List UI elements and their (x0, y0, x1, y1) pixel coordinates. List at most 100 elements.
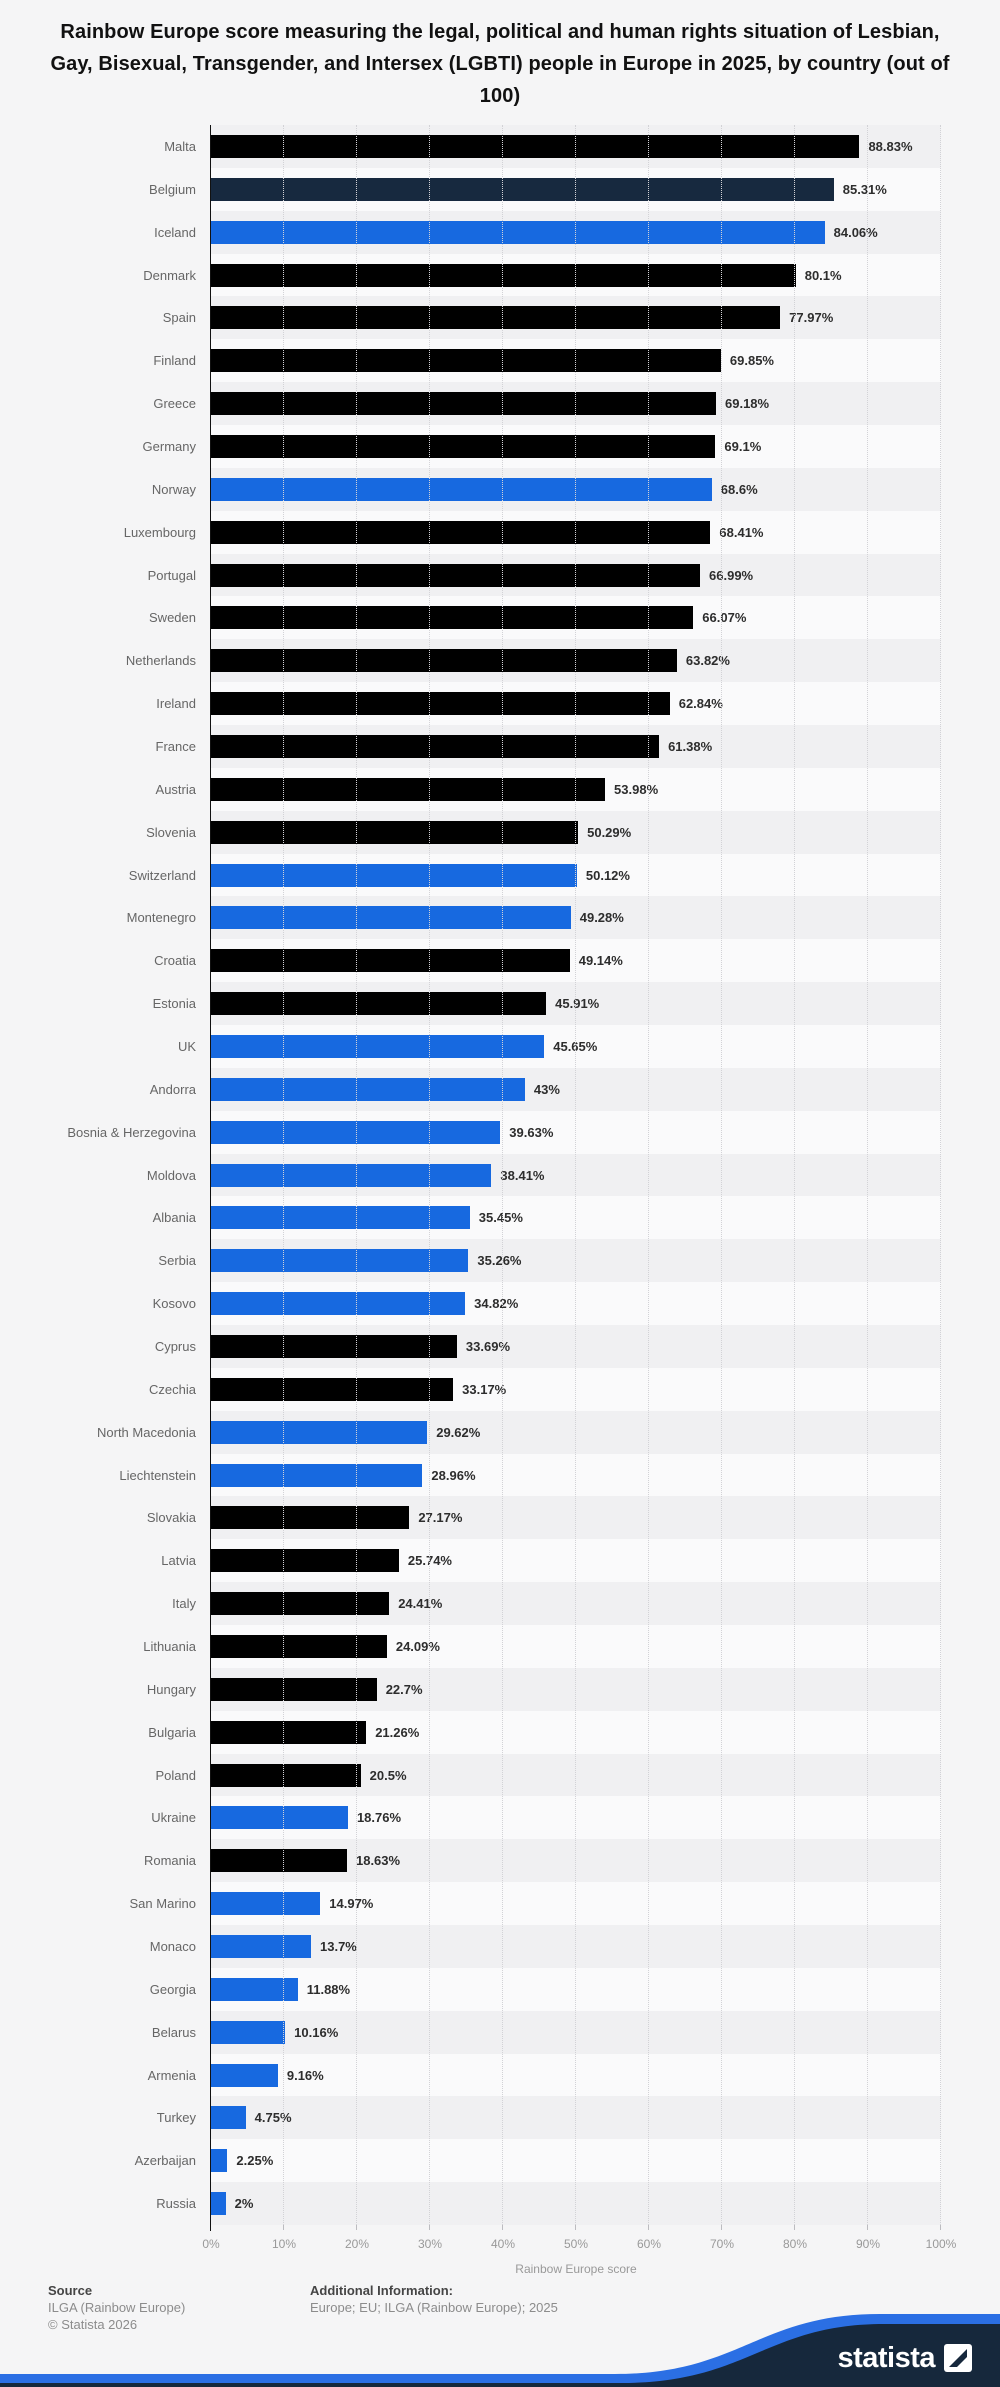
bar-russia[interactable] (211, 2192, 226, 2216)
bar-austria[interactable] (211, 777, 606, 801)
bar-luxembourg[interactable] (211, 520, 711, 544)
value-label: 18.63% (355, 1853, 401, 1869)
value-label: 50.12% (585, 867, 630, 883)
bar-spain[interactable] (211, 306, 781, 330)
bar-ireland[interactable] (211, 692, 670, 716)
value-label: 43% (533, 1081, 560, 1097)
additional-info-text: Europe; EU; ILGA (Rainbow Europe); 2025 (310, 2300, 558, 2315)
bar-san-marino[interactable] (211, 1892, 321, 1916)
country-label: Belarus (151, 2024, 196, 2040)
row-stripe (211, 2139, 941, 2183)
value-label: 68.41% (719, 524, 764, 540)
bar-andorra[interactable] (211, 1077, 525, 1101)
bar-serbia[interactable] (211, 1249, 469, 1273)
value-label: 2% (234, 2196, 254, 2212)
bar-georgia[interactable] (211, 1977, 298, 2001)
bar-azerbaijan[interactable] (211, 2149, 228, 2173)
bar-sweden[interactable] (211, 606, 694, 630)
x-axis-tick (429, 2225, 430, 2230)
value-label: 22.7% (385, 1681, 423, 1697)
bar-kosovo[interactable] (211, 1292, 466, 1316)
value-label: 4.75% (254, 2110, 292, 2126)
bar-switzerland[interactable] (211, 863, 577, 887)
country-label: Netherlands (125, 653, 196, 669)
bar-iceland[interactable] (211, 220, 825, 244)
x-axis-tick (794, 2225, 795, 2230)
row-stripe (211, 2096, 941, 2140)
bar-estonia[interactable] (211, 992, 547, 1016)
bar-finland[interactable] (211, 349, 721, 373)
bar-poland[interactable] (211, 1763, 361, 1787)
bar-armenia[interactable] (211, 2063, 278, 2087)
country-label: UK (177, 1039, 196, 1054)
value-label: 88.83% (868, 138, 913, 154)
value-label: 50.29% (587, 824, 632, 840)
country-label: Sweden (149, 610, 196, 626)
bar-belgium[interactable] (211, 177, 834, 201)
bar-czechia[interactable] (211, 1377, 454, 1401)
bar-croatia[interactable] (211, 949, 570, 973)
bar-france[interactable] (211, 734, 660, 758)
bar-germany[interactable] (211, 434, 716, 458)
row-stripe (211, 2010, 941, 2054)
bar-north-macedonia[interactable] (211, 1420, 428, 1444)
bar-belarus[interactable] (211, 2020, 286, 2044)
bar-latvia[interactable] (211, 1549, 399, 1573)
country-label: Iceland (154, 224, 196, 240)
country-label: Slovenia (146, 824, 196, 840)
bar-norway[interactable] (211, 477, 712, 501)
bar-malta[interactable] (211, 134, 860, 158)
bar-cyprus[interactable] (211, 1334, 457, 1358)
bar-hungary[interactable] (211, 1677, 377, 1701)
country-label: Andorra (149, 1081, 196, 1097)
country-label: Azerbaijan (134, 2153, 196, 2169)
country-label: Germany (142, 439, 196, 454)
gridline (429, 125, 430, 2225)
bar-greece[interactable] (211, 392, 716, 416)
value-label: 84.06% (833, 224, 878, 240)
bar-italy[interactable] (211, 1592, 390, 1616)
bar-lithuania[interactable] (211, 1634, 387, 1658)
country-label: Czechia (149, 1381, 196, 1397)
bar-slovenia[interactable] (211, 820, 579, 844)
value-label: 2.25% (236, 2153, 274, 2169)
bar-turkey[interactable] (211, 2106, 246, 2130)
country-label: Bosnia & Herzegovina (67, 1124, 196, 1140)
x-axis-tick (502, 2225, 503, 2230)
bar-denmark[interactable] (211, 263, 796, 287)
country-label: Georgia (149, 1981, 196, 1997)
bar-romania[interactable] (211, 1849, 347, 1873)
bar-liechtenstein[interactable] (211, 1463, 423, 1487)
bar-monaco[interactable] (211, 1934, 311, 1958)
bar-slovakia[interactable] (211, 1506, 410, 1530)
bar-bulgaria[interactable] (211, 1720, 367, 1744)
statista-logo-mark-icon (944, 2344, 972, 2372)
x-axis-tick (648, 2225, 649, 2230)
x-axis-tick (283, 2225, 284, 2230)
gridline (502, 125, 503, 2225)
country-label: Liechtenstein (119, 1467, 196, 1483)
x-tick-label: 20% (344, 2237, 370, 2251)
value-label: 24.41% (398, 1596, 443, 1612)
value-label: 28.96% (431, 1467, 476, 1483)
value-label: 33.69% (465, 1338, 511, 1354)
bar-uk[interactable] (211, 1034, 545, 1058)
bar-netherlands[interactable] (211, 649, 677, 673)
country-label: Albania (152, 1210, 196, 1226)
country-label: Greece (153, 396, 196, 412)
bar-montenegro[interactable] (211, 906, 571, 930)
bar-ukraine[interactable] (211, 1806, 348, 1830)
additional-info-label: Additional Information: (310, 2283, 453, 2298)
value-label: 68.6% (720, 481, 758, 497)
value-label: 77.97% (789, 310, 834, 326)
bar-albania[interactable] (211, 1206, 470, 1230)
value-label: 24.09% (395, 1638, 440, 1654)
value-label: 80.1% (804, 267, 842, 283)
country-label: San Marino (129, 1896, 196, 1912)
bar-portugal[interactable] (211, 563, 701, 587)
statista-wave-decoration (0, 2314, 1000, 2387)
bar-moldova[interactable] (211, 1163, 492, 1187)
country-label: Russia (156, 2196, 196, 2212)
value-label: 69.1% (724, 438, 762, 454)
